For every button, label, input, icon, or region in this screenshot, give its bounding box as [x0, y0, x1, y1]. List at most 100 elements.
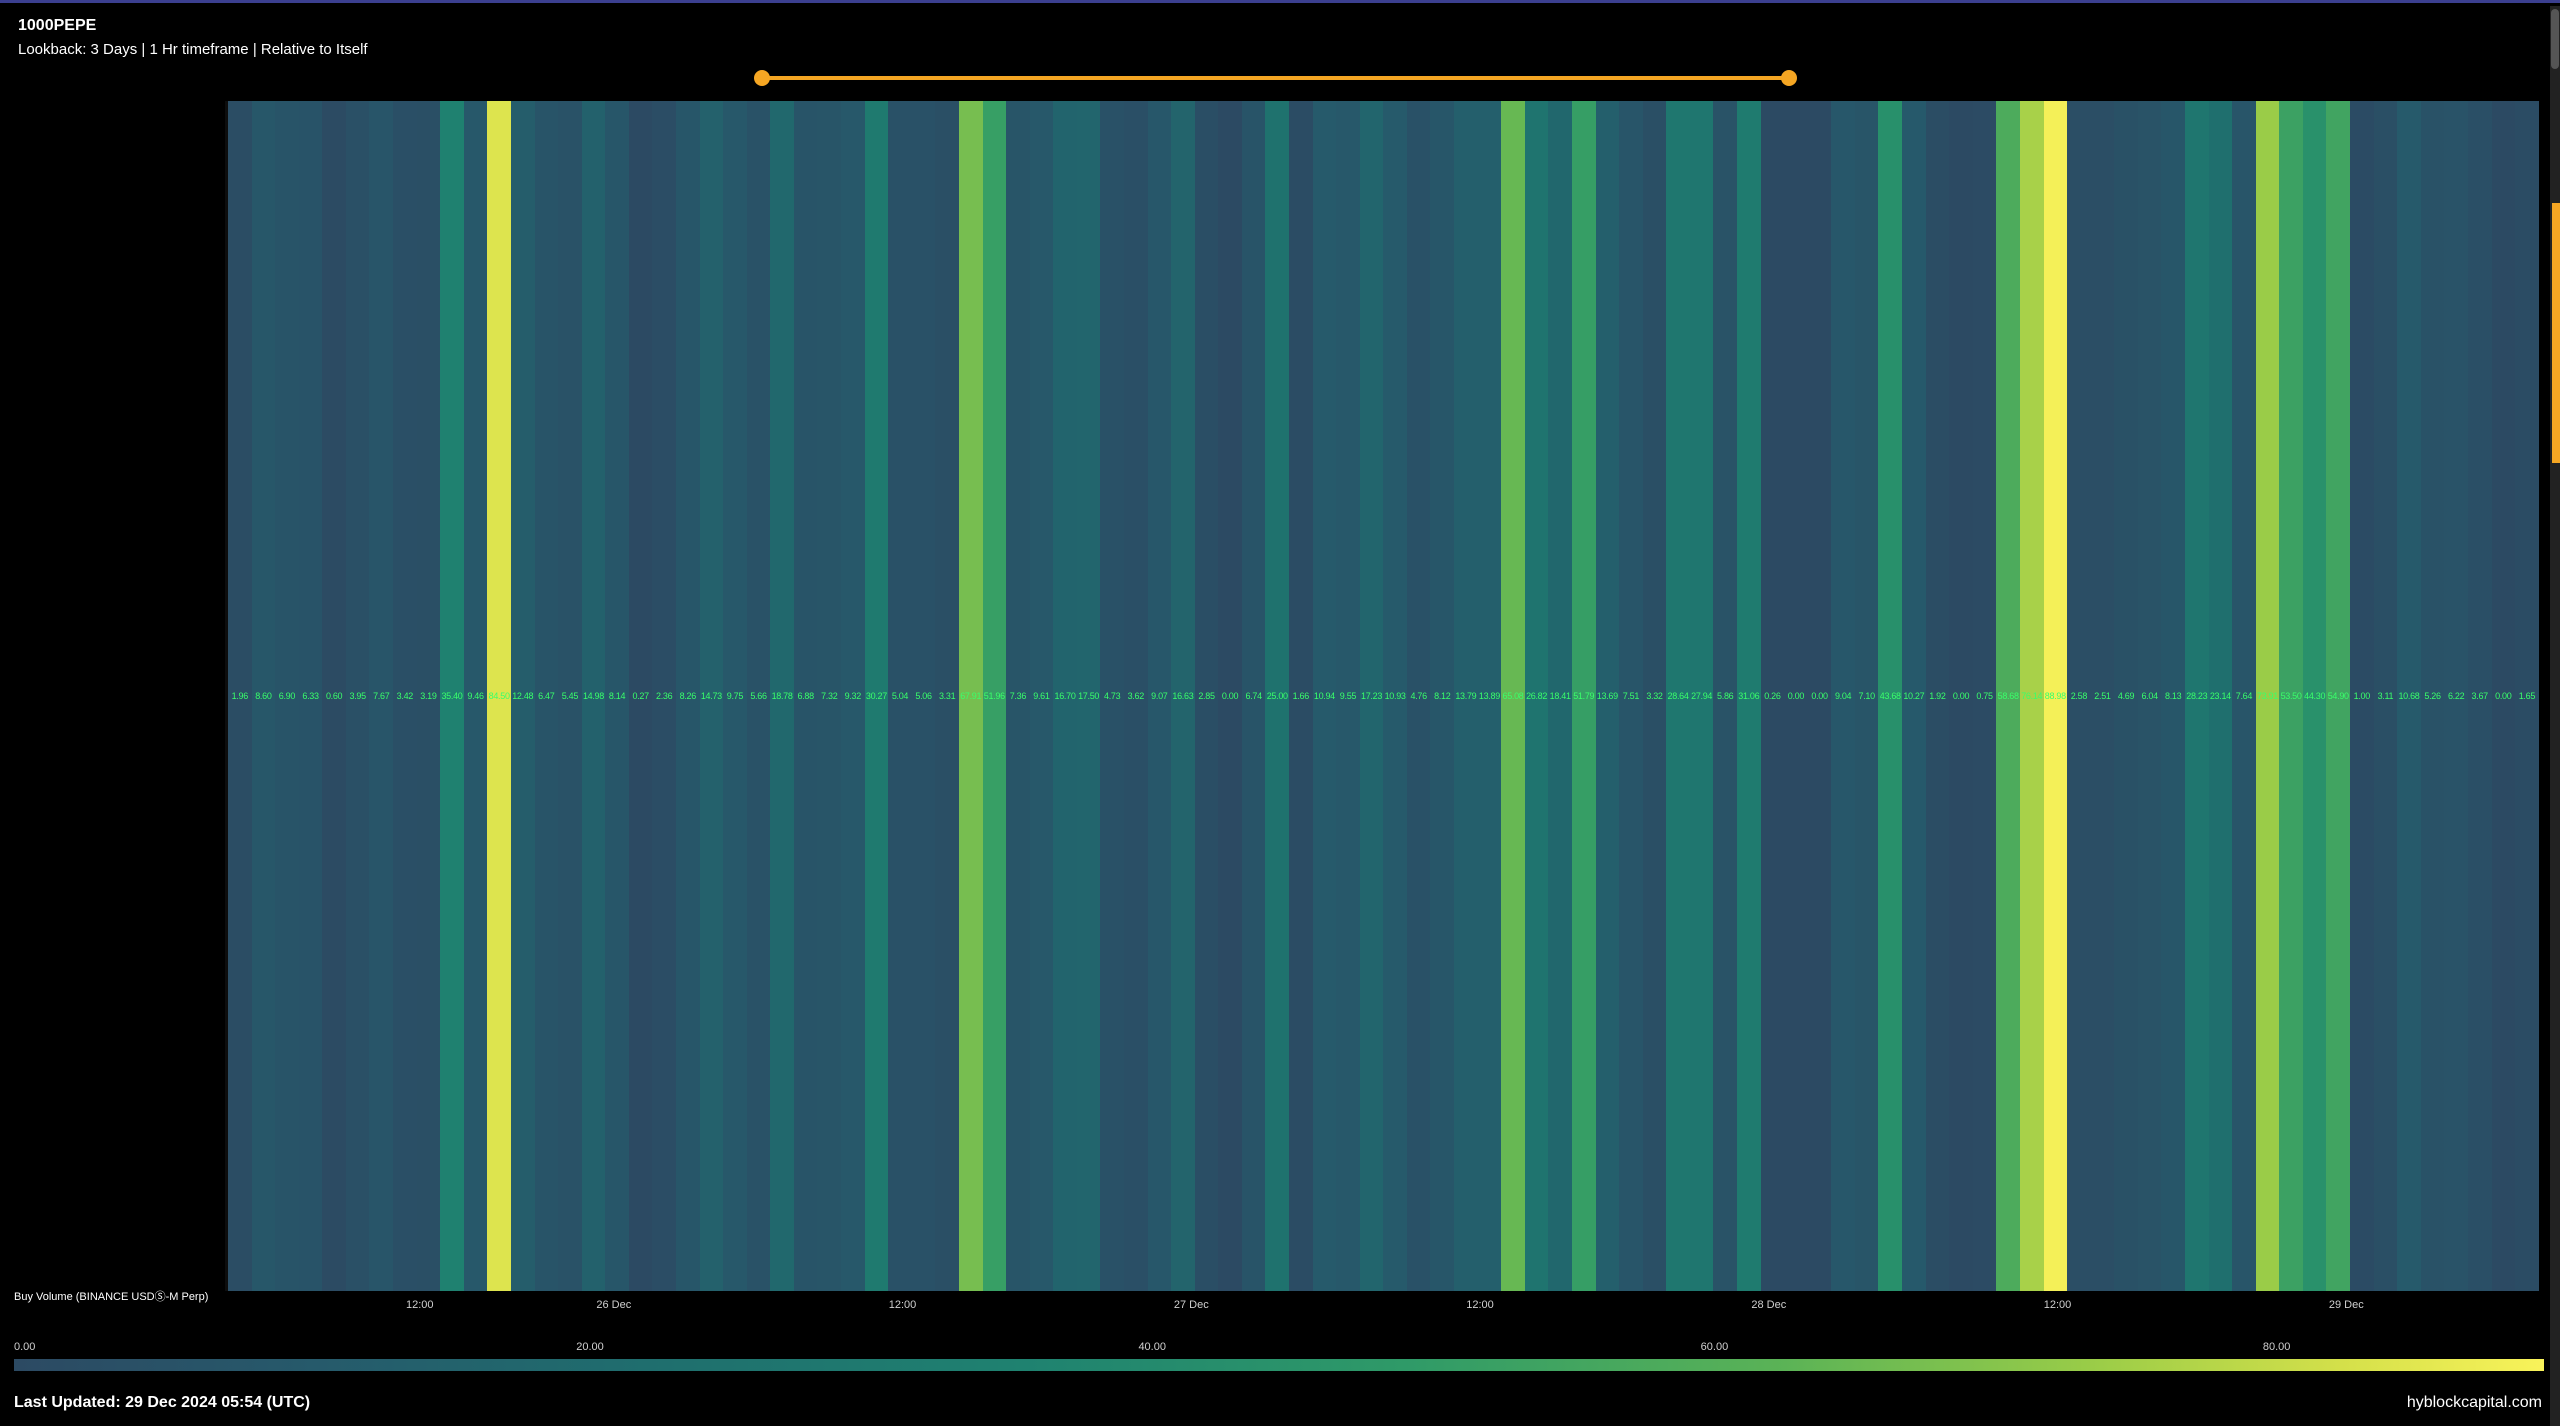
heatmap-column[interactable]: 0.60	[322, 101, 346, 1291]
heatmap-column[interactable]: 12.48	[511, 101, 535, 1291]
heatmap-column[interactable]: 1.65	[2515, 101, 2539, 1291]
heatmap-column[interactable]: 88.98	[2044, 101, 2068, 1291]
heatmap-column[interactable]: 7.64	[2232, 101, 2256, 1291]
heatmap-column[interactable]: 84.50	[487, 101, 511, 1291]
heatmap-column[interactable]: 6.04	[2138, 101, 2162, 1291]
heatmap-column[interactable]: 6.33	[299, 101, 323, 1291]
heatmap-column[interactable]: 65.08	[1501, 101, 1525, 1291]
heatmap-column[interactable]: 0.27	[629, 101, 653, 1291]
heatmap-column[interactable]: 9.75	[723, 101, 747, 1291]
heatmap-column[interactable]: 44.30	[2303, 101, 2327, 1291]
heatmap-column[interactable]: 6.88	[794, 101, 818, 1291]
heatmap-column[interactable]: 9.07	[1148, 101, 1172, 1291]
heatmap-column[interactable]: 3.95	[346, 101, 370, 1291]
heatmap-column[interactable]: 53.50	[2279, 101, 2303, 1291]
heatmap-column[interactable]: 2.51	[2091, 101, 2115, 1291]
heatmap-column[interactable]: 3.42	[393, 101, 417, 1291]
heatmap-chart[interactable]: 1.968.606.906.330.603.957.673.423.1935.4…	[228, 101, 2538, 1291]
heatmap-column[interactable]: 0.26	[1761, 101, 1785, 1291]
heatmap-column[interactable]: 17.23	[1360, 101, 1384, 1291]
heatmap-column[interactable]: 13.69	[1596, 101, 1620, 1291]
scrollbar-thumb[interactable]	[2551, 9, 2559, 69]
heatmap-column[interactable]: 16.70	[1053, 101, 1077, 1291]
heatmap-column[interactable]: 9.46	[464, 101, 488, 1291]
heatmap-column[interactable]: 5.04	[888, 101, 912, 1291]
heatmap-column[interactable]: 0.00	[1218, 101, 1242, 1291]
heatmap-column[interactable]: 43.68	[1878, 101, 1902, 1291]
heatmap-column[interactable]: 1.92	[1926, 101, 1950, 1291]
heatmap-column[interactable]: 5.86	[1713, 101, 1737, 1291]
heatmap-column[interactable]: 8.26	[676, 101, 700, 1291]
heatmap-column[interactable]: 14.73	[700, 101, 724, 1291]
heatmap-column[interactable]: 30.27	[865, 101, 889, 1291]
heatmap-column[interactable]: 54.90	[2326, 101, 2350, 1291]
heatmap-column[interactable]: 10.27	[1902, 101, 1926, 1291]
heatmap-column[interactable]: 6.90	[275, 101, 299, 1291]
heatmap-column[interactable]: 73.91	[2256, 101, 2280, 1291]
heatmap-column[interactable]: 5.26	[2421, 101, 2445, 1291]
heatmap-column[interactable]: 14.98	[582, 101, 606, 1291]
heatmap-column[interactable]: 51.96	[983, 101, 1007, 1291]
heatmap-column[interactable]: 16.63	[1171, 101, 1195, 1291]
heatmap-column[interactable]: 8.12	[1430, 101, 1454, 1291]
heatmap-column[interactable]: 7.10	[1855, 101, 1879, 1291]
heatmap-column[interactable]: 3.62	[1124, 101, 1148, 1291]
slider-handle-right[interactable]	[1781, 70, 1797, 86]
heatmap-column[interactable]: 67.91	[959, 101, 983, 1291]
heatmap-column[interactable]: 5.45	[558, 101, 582, 1291]
heatmap-column[interactable]: 3.32	[1643, 101, 1667, 1291]
heatmap-column[interactable]: 3.31	[935, 101, 959, 1291]
heatmap-column[interactable]: 0.75	[1973, 101, 1997, 1291]
heatmap-column[interactable]: 7.36	[1006, 101, 1030, 1291]
heatmap-column[interactable]: 7.32	[817, 101, 841, 1291]
heatmap-column[interactable]: 9.55	[1336, 101, 1360, 1291]
slider-handle-left[interactable]	[754, 70, 770, 86]
heatmap-column[interactable]: 4.76	[1407, 101, 1431, 1291]
heatmap-column[interactable]: 58.68	[1996, 101, 2020, 1291]
heatmap-column[interactable]: 1.96	[228, 101, 252, 1291]
heatmap-column[interactable]: 35.40	[440, 101, 464, 1291]
heatmap-column[interactable]: 0.00	[1808, 101, 1832, 1291]
heatmap-column[interactable]: 4.69	[2114, 101, 2138, 1291]
heatmap-column[interactable]: 9.61	[1030, 101, 1054, 1291]
heatmap-column[interactable]: 3.19	[417, 101, 441, 1291]
heatmap-column[interactable]: 9.04	[1831, 101, 1855, 1291]
heatmap-column[interactable]: 18.41	[1548, 101, 1572, 1291]
heatmap-column[interactable]: 28.64	[1666, 101, 1690, 1291]
heatmap-column[interactable]: 26.82	[1525, 101, 1549, 1291]
heatmap-column[interactable]: 27.94	[1690, 101, 1714, 1291]
heatmap-column[interactable]: 51.79	[1572, 101, 1596, 1291]
heatmap-column[interactable]: 13.79	[1454, 101, 1478, 1291]
heatmap-column[interactable]: 13.89	[1478, 101, 1502, 1291]
heatmap-column[interactable]: 76.14	[2020, 101, 2044, 1291]
heatmap-column[interactable]: 0.00	[1949, 101, 1973, 1291]
heatmap-column[interactable]: 4.73	[1100, 101, 1124, 1291]
heatmap-column[interactable]: 6.74	[1242, 101, 1266, 1291]
heatmap-column[interactable]: 28.23	[2185, 101, 2209, 1291]
heatmap-column[interactable]: 9.32	[841, 101, 865, 1291]
heatmap-column[interactable]: 5.06	[912, 101, 936, 1291]
heatmap-column[interactable]: 2.58	[2067, 101, 2091, 1291]
heatmap-column[interactable]: 7.67	[369, 101, 393, 1291]
heatmap-column[interactable]: 1.66	[1289, 101, 1313, 1291]
heatmap-column[interactable]: 6.22	[2444, 101, 2468, 1291]
heatmap-column[interactable]: 10.94	[1313, 101, 1337, 1291]
heatmap-column[interactable]: 2.36	[652, 101, 676, 1291]
heatmap-column[interactable]: 25.00	[1265, 101, 1289, 1291]
heatmap-column[interactable]: 8.14	[605, 101, 629, 1291]
heatmap-column[interactable]: 1.00	[2350, 101, 2374, 1291]
heatmap-column[interactable]: 0.00	[2492, 101, 2516, 1291]
heatmap-column[interactable]: 8.13	[2161, 101, 2185, 1291]
range-slider[interactable]	[762, 71, 1789, 85]
heatmap-column[interactable]: 31.06	[1737, 101, 1761, 1291]
heatmap-column[interactable]: 23.14	[2209, 101, 2233, 1291]
heatmap-column[interactable]: 6.47	[535, 101, 559, 1291]
heatmap-column[interactable]: 2.85	[1195, 101, 1219, 1291]
heatmap-column[interactable]: 18.78	[770, 101, 794, 1291]
heatmap-column[interactable]: 0.00	[1784, 101, 1808, 1291]
heatmap-column[interactable]: 17.50	[1077, 101, 1101, 1291]
heatmap-column[interactable]: 7.51	[1619, 101, 1643, 1291]
heatmap-column[interactable]: 10.68	[2397, 101, 2421, 1291]
heatmap-column[interactable]: 8.60	[252, 101, 276, 1291]
heatmap-column[interactable]: 10.93	[1383, 101, 1407, 1291]
